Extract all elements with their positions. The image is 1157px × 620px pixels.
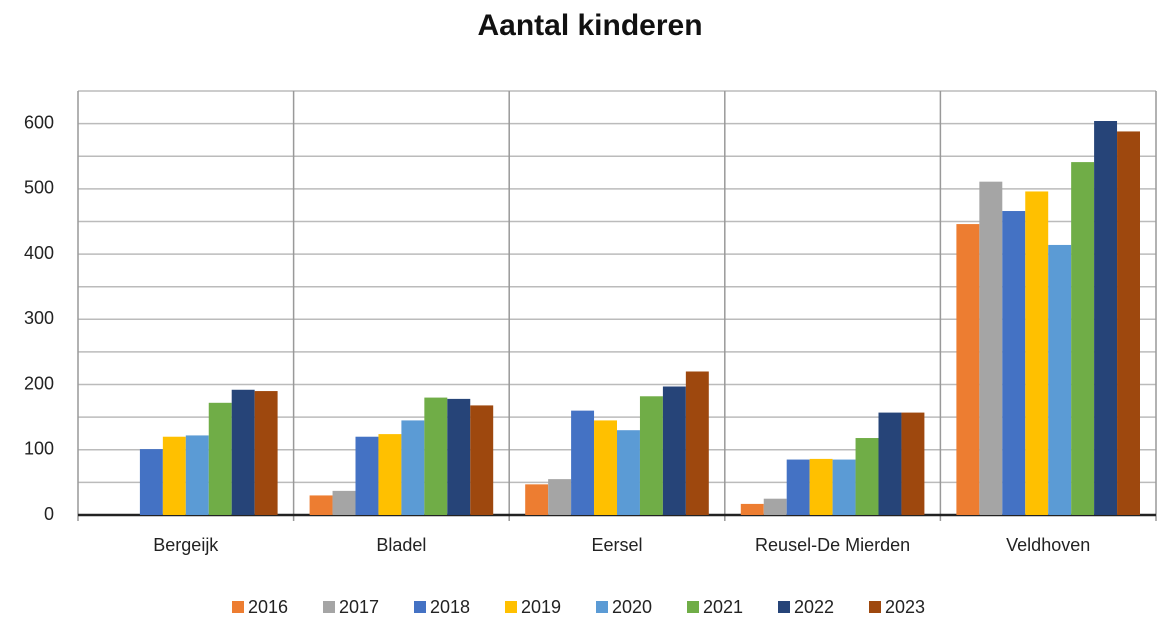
bar — [139, 449, 163, 515]
bar — [1002, 211, 1026, 516]
legend-swatch — [869, 601, 881, 613]
bar — [979, 181, 1003, 515]
x-tick-label: Bladel — [376, 535, 426, 555]
bar — [548, 479, 572, 515]
legend-label: 2018 — [430, 597, 470, 617]
bar — [1071, 162, 1095, 515]
bar — [231, 389, 255, 515]
legend-swatch — [778, 601, 790, 613]
bar — [254, 391, 278, 515]
bar — [617, 430, 640, 515]
y-tick-label: 500 — [24, 178, 54, 198]
bar — [424, 397, 448, 515]
x-tick-label: Reusel-De Mierden — [755, 535, 910, 555]
legend-swatch — [414, 601, 426, 613]
bar — [309, 495, 333, 515]
bar — [662, 386, 686, 515]
y-tick-label: 300 — [24, 308, 54, 328]
bar — [1048, 244, 1072, 515]
bar — [1025, 191, 1049, 515]
bar — [185, 435, 209, 515]
bar — [956, 224, 980, 515]
legend-label: 2019 — [521, 597, 561, 617]
bar — [763, 498, 787, 515]
legend-swatch — [596, 601, 608, 613]
legend-label: 2021 — [703, 597, 743, 617]
y-tick-label: 600 — [24, 112, 54, 132]
legend-label: 2016 — [248, 597, 288, 617]
x-tick-label: Eersel — [591, 535, 642, 555]
x-tick-label: Veldhoven — [1006, 535, 1090, 555]
bar — [470, 405, 494, 515]
y-tick-label: 400 — [24, 243, 54, 263]
bar — [639, 396, 663, 515]
bar — [1094, 121, 1118, 515]
bar — [740, 503, 764, 515]
legend-swatch — [687, 601, 699, 613]
bar — [401, 420, 425, 515]
legend-swatch — [232, 601, 244, 613]
bar — [355, 436, 379, 515]
bar — [809, 458, 833, 515]
bar — [1117, 131, 1140, 516]
legend-label: 2022 — [794, 597, 834, 617]
bar — [162, 436, 186, 515]
bar — [786, 459, 810, 515]
legend-label: 2020 — [612, 597, 652, 617]
bar — [378, 434, 402, 515]
bar — [878, 412, 902, 515]
bar — [208, 402, 232, 515]
bar — [901, 412, 925, 515]
bar — [685, 371, 709, 515]
legend-swatch — [323, 601, 335, 613]
bar — [447, 398, 471, 515]
bar — [332, 490, 356, 515]
y-tick-label: 100 — [24, 439, 54, 459]
chart-title: Aantal kinderen — [477, 9, 702, 42]
bar — [525, 484, 549, 515]
legend-label: 2017 — [339, 597, 379, 617]
y-tick-label: 200 — [24, 373, 54, 393]
bar — [832, 459, 856, 515]
legend-label: 2023 — [885, 597, 925, 617]
bar — [594, 420, 617, 515]
legend-swatch — [505, 601, 517, 613]
y-tick-label: 0 — [44, 504, 54, 524]
bar — [855, 438, 879, 515]
x-tick-label: Bergeijk — [153, 535, 219, 555]
bar — [571, 410, 595, 515]
